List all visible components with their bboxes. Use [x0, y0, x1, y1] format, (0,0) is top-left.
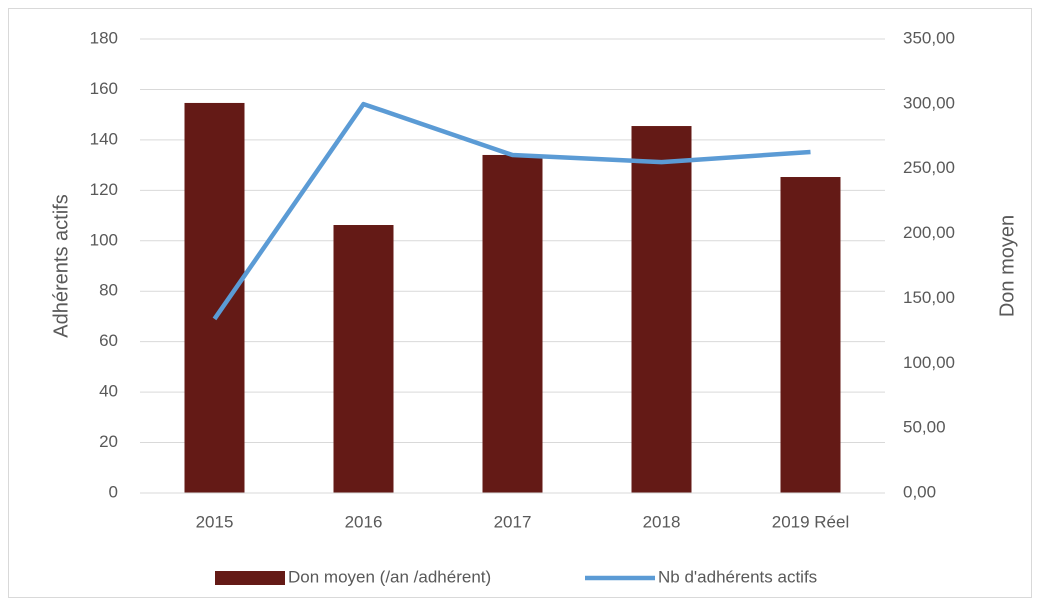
- x-tick-label: 2017: [494, 512, 532, 531]
- y-tick-label: 160: [90, 79, 118, 98]
- y-tick-label: 40: [99, 382, 118, 401]
- y2-tick-label: 50,00: [903, 418, 946, 437]
- bar: [333, 225, 394, 493]
- y2-tick-label: 200,00: [903, 223, 955, 242]
- bar: [780, 177, 841, 494]
- y-tick-label: 140: [90, 129, 118, 148]
- y-tick-label: 60: [99, 331, 118, 350]
- y-tick-label: 100: [90, 230, 118, 249]
- legend-label: Don moyen (/an /adhérent): [288, 567, 491, 586]
- y-tick-label: 180: [90, 28, 118, 47]
- y2-tick-label: 300,00: [903, 93, 955, 112]
- y-tick-label: 80: [99, 281, 118, 300]
- y-axis-title: Adhérents actifs: [50, 194, 72, 337]
- bar: [631, 126, 692, 494]
- x-tick-label: 2016: [345, 512, 383, 531]
- legend-swatch: [215, 571, 285, 585]
- y2-tick-label: 100,00: [903, 353, 955, 372]
- x-tick-label: 2015: [196, 512, 234, 531]
- y-tick-label: 120: [90, 180, 118, 199]
- y2-tick-label: 0,00: [903, 482, 936, 501]
- bar: [482, 154, 543, 493]
- bar: [184, 102, 245, 493]
- x-tick-label: 2019 Réel: [772, 512, 850, 531]
- y-tick-label: 0: [109, 482, 118, 501]
- y2-tick-label: 150,00: [903, 288, 955, 307]
- y-tick-label: 20: [99, 432, 118, 451]
- y2-tick-label: 350,00: [903, 28, 955, 47]
- x-tick-label: 2018: [643, 512, 681, 531]
- y2-axis-title: Don moyen: [996, 215, 1018, 317]
- line: [212, 101, 811, 321]
- y2-tick-label: 250,00: [903, 158, 955, 177]
- legend-label: Nb d'adhérents actifs: [658, 567, 817, 586]
